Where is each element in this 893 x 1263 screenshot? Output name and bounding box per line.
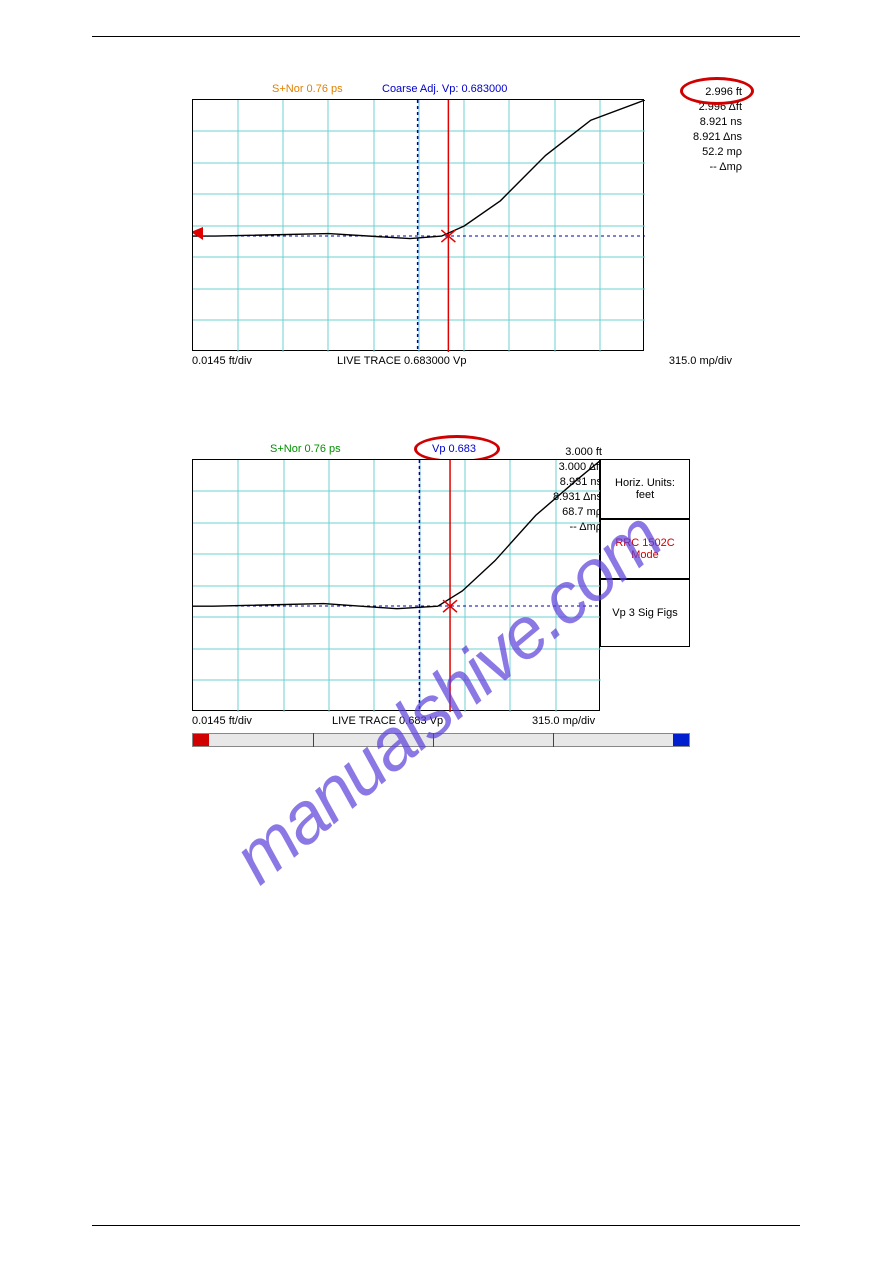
chart2-scrollbar[interactable] (192, 733, 690, 747)
chart1-xscale: 0.0145 ft/div (192, 355, 252, 367)
chart2-readout-dmp: -- Δmρ (544, 520, 602, 535)
chart2-readout-dft: 3.000 Δft (544, 460, 602, 475)
chart2-xscale: 0.0145 ft/div (192, 715, 252, 727)
chart1-grid (193, 100, 645, 352)
chart1-readout-ns: 8.921 ns (693, 115, 742, 130)
chart2-scroll-left-knob[interactable] (193, 734, 209, 746)
chart2-readout-mp: 68.7 mρ (544, 505, 602, 520)
chart1-live-trace: LIVE TRACE 0.683000 Vp (337, 355, 466, 367)
chart2-side-sigfigs[interactable]: Vp 3 Sig Figs (600, 579, 690, 647)
chart2-readout-ft: 3.000 ft (544, 445, 602, 460)
chart1-readout-dmp: -- Δmρ (693, 160, 742, 175)
chart1-frame (192, 99, 644, 351)
chart2-side-mode[interactable]: RRC 1502C Mode (600, 519, 690, 579)
chart1-left-arrow-icon (193, 227, 203, 240)
chart1-readout-dns: 8.921 Δns (693, 130, 742, 145)
chart1-yscale: 315.0 mρ/div (669, 355, 732, 367)
chart2-live-trace: LIVE TRACE 0.683 Vp (332, 715, 443, 727)
chart2-side-units[interactable]: Horiz. Units: feet (600, 459, 690, 519)
chart1-highlight-ring (680, 77, 754, 105)
chart2-scroll-right-knob[interactable] (673, 734, 689, 746)
chart-2: S+Nor 0.76 ps Vp 0.683 (192, 445, 732, 765)
chart2-readout-dns: 8.931 Δns (544, 490, 602, 505)
chart1-readout-mp: 52.2 mρ (693, 145, 742, 160)
chart2-readout-ns: 8.931 ns (544, 475, 602, 490)
chart2-yscale: 315.0 mρ/div (532, 715, 595, 727)
chart2-grid (193, 460, 601, 712)
chart2-frame (192, 459, 600, 711)
chart2-readouts: 3.000 ft 3.000 Δft 8.931 ns 8.931 Δns 68… (544, 445, 602, 535)
chart-1: S+Nor 0.76 ps Coarse Adj. Vp: 0.683000 (192, 85, 732, 375)
chart2-label-snor: S+Nor 0.76 ps (270, 443, 341, 455)
chart1-label-snor: S+Nor 0.76 ps (272, 83, 343, 95)
chart1-label-coarse: Coarse Adj. Vp: 0.683000 (382, 83, 507, 95)
